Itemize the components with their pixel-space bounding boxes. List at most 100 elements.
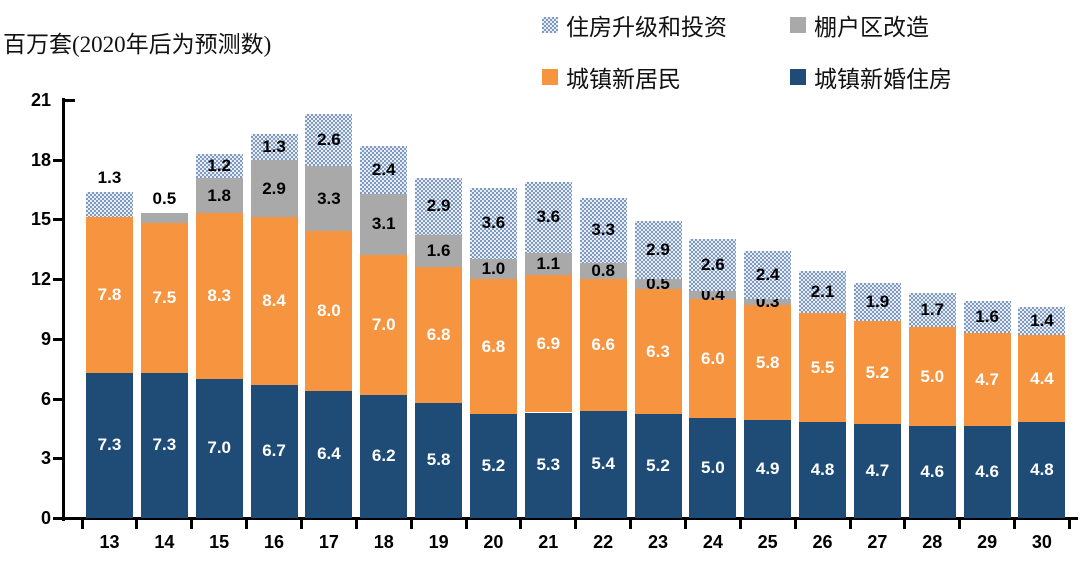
value-label-newlywed-housing-26: 4.8 xyxy=(810,460,835,480)
segment-newlywed-housing-25 xyxy=(744,420,792,518)
x-tick-17 xyxy=(1013,520,1017,529)
value-label-shantytown-renovation-18: 3.1 xyxy=(371,214,396,234)
segment-shantytown-renovation-17 xyxy=(305,165,353,232)
legend-label-new-residents: 城镇新居民 xyxy=(566,67,681,92)
value-label-upgrade-investment-16: 1.3 xyxy=(262,136,286,156)
value-label-newlywed-housing-17: 6.4 xyxy=(317,444,341,464)
value-label-upgrade-investment-13: 1.3 xyxy=(97,167,122,187)
value-label-newlywed-housing-27: 4.7 xyxy=(865,461,890,481)
segment-upgrade-investment-24 xyxy=(689,239,737,292)
segment-upgrade-investment-22 xyxy=(579,197,627,264)
value-label-new-residents-24: 6.0 xyxy=(701,348,725,368)
value-label-newlywed-housing-19: 5.8 xyxy=(426,450,451,470)
x-category-label-30: 30 xyxy=(1031,532,1052,552)
x-tick-9 xyxy=(574,520,578,529)
x-tick-2 xyxy=(190,520,194,529)
y-tick-label-18: 18 xyxy=(30,149,51,170)
legend-item-shantytown-renovation: 棚户区改造 xyxy=(790,8,952,42)
y-tick-15 xyxy=(53,218,62,222)
segment-newlywed-housing-14 xyxy=(140,372,188,518)
segment-newlywed-housing-30 xyxy=(1018,422,1066,518)
segment-newlywed-housing-20 xyxy=(469,414,517,518)
value-label-new-residents-26: 5.5 xyxy=(810,357,835,377)
x-tick-7 xyxy=(464,520,468,529)
x-tick-4 xyxy=(300,520,303,529)
value-label-shantytown-renovation-22: 0.8 xyxy=(591,261,615,281)
segment-new-residents-20 xyxy=(469,279,517,415)
x-category-label-21: 21 xyxy=(538,532,559,552)
x-category-label-18: 18 xyxy=(373,532,394,552)
segment-newlywed-housing-16 xyxy=(250,384,298,518)
legend-swatch-newlywed-housing-icon xyxy=(790,69,806,85)
segment-newlywed-housing-22 xyxy=(579,410,627,518)
x-category-label-27: 27 xyxy=(867,532,888,552)
value-label-newlywed-housing-22: 5.4 xyxy=(591,454,615,474)
y-tick-0 xyxy=(53,517,62,520)
segment-newlywed-housing-29 xyxy=(963,426,1011,518)
x-axis-line xyxy=(62,517,1078,520)
y-tick-label-21: 21 xyxy=(30,90,51,110)
value-label-shantytown-renovation-21: 1.1 xyxy=(536,254,561,274)
value-label-upgrade-investment-27: 1.9 xyxy=(865,292,890,312)
y-tick-label-3: 3 xyxy=(40,448,51,469)
x-tick-13 xyxy=(793,520,797,529)
value-label-new-residents-18: 7.0 xyxy=(371,314,396,334)
legend-label-newlywed-housing: 城镇新婚住房 xyxy=(814,67,952,92)
value-label-newlywed-housing-29: 4.6 xyxy=(975,462,999,482)
segment-upgrade-investment-15 xyxy=(195,153,243,178)
legend-swatch-new-residents-icon xyxy=(542,69,558,85)
segment-shantytown-renovation-22 xyxy=(579,263,627,280)
value-label-shantytown-renovation-15: 1.8 xyxy=(207,185,231,205)
segment-newlywed-housing-28 xyxy=(908,426,956,518)
x-category-label-22: 22 xyxy=(593,532,614,552)
segment-new-residents-26 xyxy=(799,312,847,423)
segment-upgrade-investment-18 xyxy=(360,145,408,194)
x-category-label-13: 13 xyxy=(99,532,120,552)
value-label-newlywed-housing-25: 4.9 xyxy=(755,459,780,479)
value-label-upgrade-investment-19: 2.9 xyxy=(426,196,451,216)
segment-shantytown-renovation-24 xyxy=(689,291,737,300)
y-tick-6 xyxy=(53,397,62,401)
x-category-label-20: 20 xyxy=(483,532,504,552)
segment-newlywed-housing-21 xyxy=(524,412,572,518)
x-category-label-29: 29 xyxy=(977,532,998,552)
value-label-new-residents-21: 6.9 xyxy=(536,333,561,353)
value-label-shantytown-renovation-19: 1.6 xyxy=(426,241,451,261)
value-label-upgrade-investment-24: 2.6 xyxy=(701,255,725,275)
x-tick-1 xyxy=(135,520,139,529)
y-tick-12 xyxy=(53,278,62,282)
segment-upgrade-investment-20 xyxy=(469,187,517,260)
segment-upgrade-investment-16 xyxy=(250,133,298,160)
value-label-upgrade-investment-15: 1.2 xyxy=(207,155,231,175)
legend-label-shantytown-renovation: 棚户区改造 xyxy=(814,15,929,40)
segment-newlywed-housing-18 xyxy=(360,394,408,518)
segment-new-residents-21 xyxy=(524,275,572,413)
x-tick-10 xyxy=(629,520,633,529)
value-label-newlywed-housing-16: 6.7 xyxy=(262,441,286,461)
value-label-newlywed-housing-18: 6.2 xyxy=(371,446,396,466)
segment-upgrade-investment-27 xyxy=(853,283,901,321)
segment-new-residents-27 xyxy=(853,320,901,425)
value-label-upgrade-investment-30: 1.4 xyxy=(1030,310,1054,330)
segment-new-residents-18 xyxy=(360,255,408,395)
value-label-new-residents-20: 6.8 xyxy=(481,336,506,356)
value-label-newlywed-housing-24: 5.0 xyxy=(701,458,725,478)
value-label-newlywed-housing-14: 7.3 xyxy=(152,435,177,455)
value-label-shantytown-renovation-14: 0.5 xyxy=(152,189,177,209)
segment-shantytown-renovation-21 xyxy=(524,253,572,276)
y-tick-3 xyxy=(53,457,62,461)
x-category-label-28: 28 xyxy=(922,532,943,552)
legend-item-newlywed-housing: 城镇新婚住房 xyxy=(790,60,952,94)
chart-unit-title: 百万套(2020年后为预测数) xyxy=(3,32,272,57)
value-label-new-residents-25: 5.8 xyxy=(755,352,780,372)
segment-upgrade-investment-17 xyxy=(305,113,353,166)
legend-item-upgrade-investment: 住房升级和投资 xyxy=(542,8,790,42)
y-tick-label-0: 0 xyxy=(40,508,51,528)
value-label-newlywed-housing-20: 5.2 xyxy=(481,456,506,476)
x-tick-8 xyxy=(519,520,523,529)
segment-new-residents-13 xyxy=(86,217,133,373)
segment-upgrade-investment-28 xyxy=(908,293,956,327)
segment-upgrade-investment-23 xyxy=(634,221,682,280)
x-category-label-23: 23 xyxy=(647,532,669,552)
